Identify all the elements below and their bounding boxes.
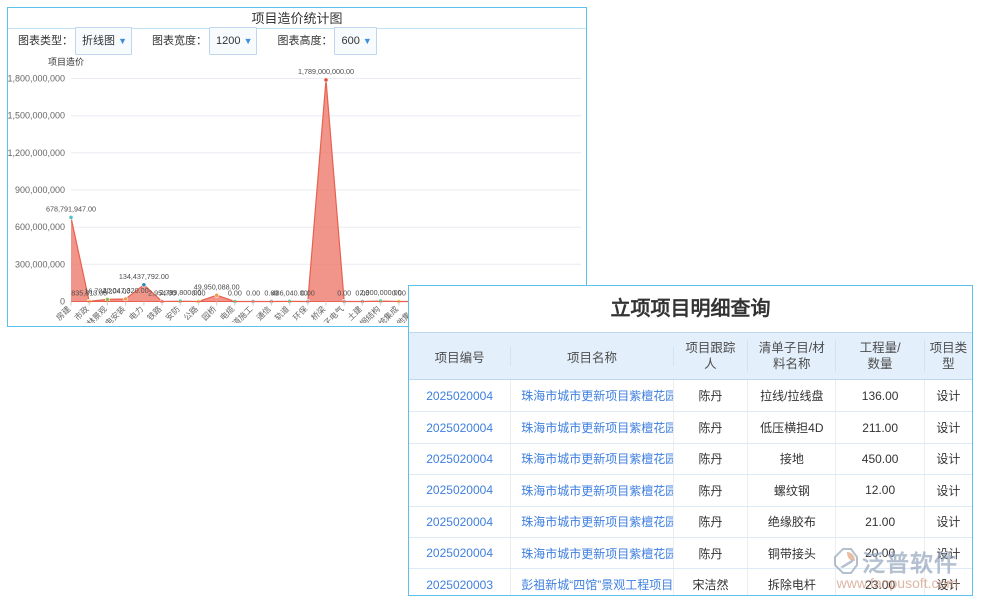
svg-text:1,500,000,000: 1,500,000,000 — [8, 111, 65, 121]
svg-text:0.00: 0.00 — [337, 289, 351, 298]
svg-text:0.00: 0.00 — [228, 289, 242, 298]
svg-text:20,047,320.00: 20,047,320.00 — [103, 286, 149, 295]
svg-text:0.00: 0.00 — [392, 289, 406, 298]
svg-text:134,437,792.00: 134,437,792.00 — [119, 272, 169, 281]
svg-text:轨道: 轨道 — [272, 304, 291, 323]
svg-text:通信: 通信 — [254, 304, 273, 323]
svg-text:铁路: 铁路 — [145, 304, 164, 323]
svg-text:0.00: 0.00 — [246, 289, 260, 298]
svg-text:900,000,000: 900,000,000 — [15, 185, 65, 195]
svg-text:房建: 房建 — [54, 304, 73, 323]
svg-text:1,200,000,000: 1,200,000,000 — [8, 148, 65, 158]
svg-text:0.00: 0.00 — [301, 289, 315, 298]
svg-text:安防: 安防 — [163, 304, 182, 323]
svg-text:环保: 环保 — [291, 304, 310, 323]
svg-text:园桥: 园桥 — [200, 304, 219, 323]
svg-text:电力: 电力 — [127, 304, 146, 323]
svg-text:300,000,000: 300,000,000 — [15, 259, 65, 269]
svg-text:公路: 公路 — [181, 304, 200, 323]
svg-text:1,800,000,000: 1,800,000,000 — [8, 74, 65, 84]
svg-text:600,000,000: 600,000,000 — [15, 222, 65, 232]
svg-text:1,789,000,000.00: 1,789,000,000.00 — [298, 67, 354, 76]
svg-text:项目造价: 项目造价 — [48, 56, 84, 67]
svg-text:678,791,947.00: 678,791,947.00 — [46, 204, 96, 213]
